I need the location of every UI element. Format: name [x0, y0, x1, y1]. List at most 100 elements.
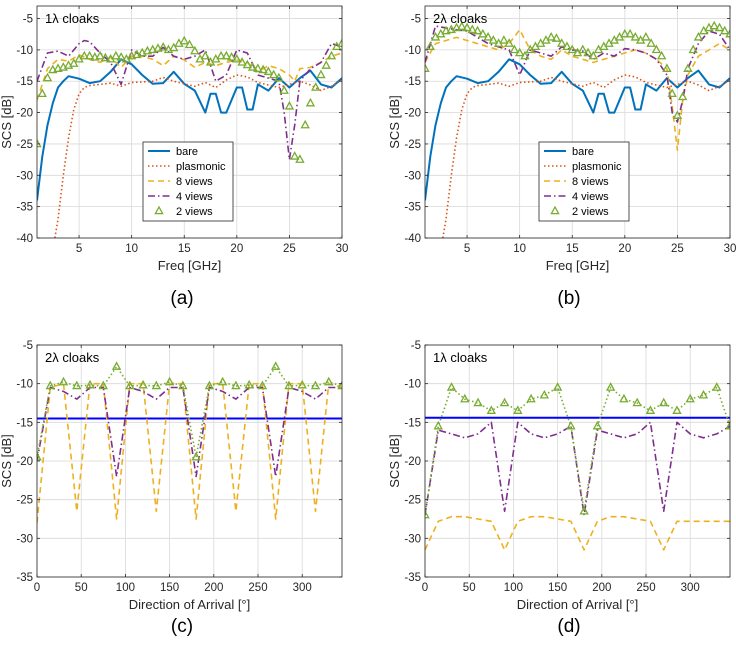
panel-caption: (b) — [557, 288, 580, 309]
data-point-2-views — [514, 47, 525, 57]
y-tick-label: -20 — [404, 108, 421, 120]
data-point-2-views — [509, 44, 520, 54]
data-point-2-views — [100, 52, 111, 62]
x-tick-label: 5 — [464, 243, 470, 255]
data-point-2-views — [488, 35, 499, 44]
legend-label-8-views: 8 views — [572, 176, 609, 188]
x-axis-label: Freq [GHz] — [546, 258, 610, 273]
panel-b: 5 10 15 20 25 30 -40 -35 -30 -25 -20 -15 -10 -5 Freq [… — [387, 5, 736, 309]
data-point-2-views — [566, 420, 576, 430]
y-tick-label: -10 — [404, 45, 421, 57]
data-point-2-views — [310, 380, 321, 390]
data-point-2-views — [284, 380, 294, 390]
data-point-2-views — [72, 380, 82, 390]
data-point-2-views — [300, 119, 310, 129]
series-line-4-views — [37, 39, 342, 161]
series-group — [425, 20, 730, 238]
data-point-2-views — [37, 451, 42, 461]
data-point-2-views — [37, 88, 47, 98]
x-tick-label: 50 — [463, 582, 476, 594]
data-point-2-views — [147, 44, 158, 54]
data-point-2-views — [258, 64, 268, 74]
data-point-2-views — [698, 389, 709, 399]
data-point-2-views — [579, 505, 589, 515]
y-tick-label: -35 — [404, 572, 421, 584]
data-point-2-views — [221, 50, 232, 60]
panel-a: 5 10 15 20 25 30 -40 -35 -30 -25 -20 -15 -10 -5 Freq [… — [0, 5, 349, 309]
y-tick-label: -10 — [16, 45, 33, 57]
data-point-2-views — [237, 57, 247, 66]
x-tick-label: 100 — [504, 582, 523, 594]
data-point-2-views — [588, 50, 598, 60]
series-line-2-views — [425, 386, 730, 516]
data-point-2-views — [95, 50, 105, 60]
data-point-2-views — [90, 52, 100, 61]
legend-label-8-views: 8 views — [176, 176, 213, 188]
data-point-2-views — [263, 66, 274, 76]
data-point-2-views — [526, 393, 536, 403]
plot-annotation: 1λ cloaks — [433, 350, 488, 365]
y-tick-label: -25 — [16, 139, 33, 151]
data-point-2-views — [451, 22, 462, 32]
x-axis-label: Direction of Arrival [°] — [517, 597, 639, 612]
data-point-2-views — [247, 62, 258, 71]
data-point-2-views — [337, 38, 342, 47]
data-point-2-views — [45, 380, 55, 390]
y-tick-label: -25 — [404, 139, 421, 151]
y-axis-label: SCS [dB] — [0, 95, 14, 148]
data-point-2-views — [326, 50, 337, 60]
x-axis-label: Direction of Arrival [°] — [129, 597, 251, 612]
data-point-2-views — [253, 63, 263, 72]
data-point-2-views — [625, 28, 635, 38]
x-tick-label: 50 — [75, 582, 88, 594]
data-point-2-views — [337, 380, 342, 390]
data-point-2-views — [725, 420, 730, 430]
y-axis-label: SCS [dB] — [387, 434, 402, 487]
data-point-2-views — [630, 31, 641, 41]
data-point-2-views — [268, 69, 279, 79]
data-point-2-views — [460, 393, 470, 403]
x-tick-label: 0 — [34, 582, 40, 594]
x-tick-label: 30 — [336, 243, 349, 255]
x-tick-label: 10 — [125, 243, 138, 255]
data-point-2-views — [632, 397, 642, 407]
data-point-2-views — [486, 405, 496, 414]
data-point-2-views — [688, 44, 698, 54]
x-tick-label: 10 — [513, 243, 526, 255]
data-point-2-views — [551, 33, 562, 42]
data-point-2-views — [153, 43, 163, 52]
data-point-2-views — [138, 379, 148, 389]
data-point-2-views — [178, 380, 188, 390]
data-point-2-views — [425, 41, 435, 51]
y-tick-label: -15 — [16, 76, 33, 88]
data-point-2-views — [513, 405, 523, 414]
data-point-2-views — [472, 25, 483, 35]
panel-caption: (a) — [170, 288, 193, 309]
data-point-2-views — [297, 379, 307, 389]
y-tick-label: -5 — [23, 14, 33, 26]
x-tick-label: 0 — [422, 582, 428, 594]
data-point-2-views — [289, 151, 300, 160]
data-point-2-views — [257, 380, 268, 390]
data-point-2-views — [242, 59, 253, 69]
x-tick-label: 200 — [204, 582, 223, 594]
data-point-2-views — [37, 138, 42, 148]
data-point-2-views — [483, 31, 493, 41]
legend-marker-2-views — [154, 205, 164, 215]
legend-label-4-views: 4 views — [176, 191, 213, 203]
data-point-2-views — [321, 60, 331, 69]
data-point-2-views — [200, 50, 210, 60]
data-point-2-views — [42, 72, 53, 82]
data-point-2-views — [605, 382, 616, 391]
legend-label-bare: bare — [572, 146, 594, 158]
data-point-2-views — [244, 379, 254, 389]
data-point-2-views — [79, 50, 90, 60]
y-tick-label: -20 — [16, 108, 33, 120]
y-tick-label: -30 — [404, 170, 421, 182]
data-point-2-views — [204, 380, 215, 390]
x-tick-label: 250 — [636, 582, 655, 594]
y-tick-label: -35 — [16, 202, 33, 214]
data-point-2-views — [478, 28, 488, 38]
data-point-2-views — [284, 100, 295, 110]
data-point-2-views — [725, 28, 730, 38]
